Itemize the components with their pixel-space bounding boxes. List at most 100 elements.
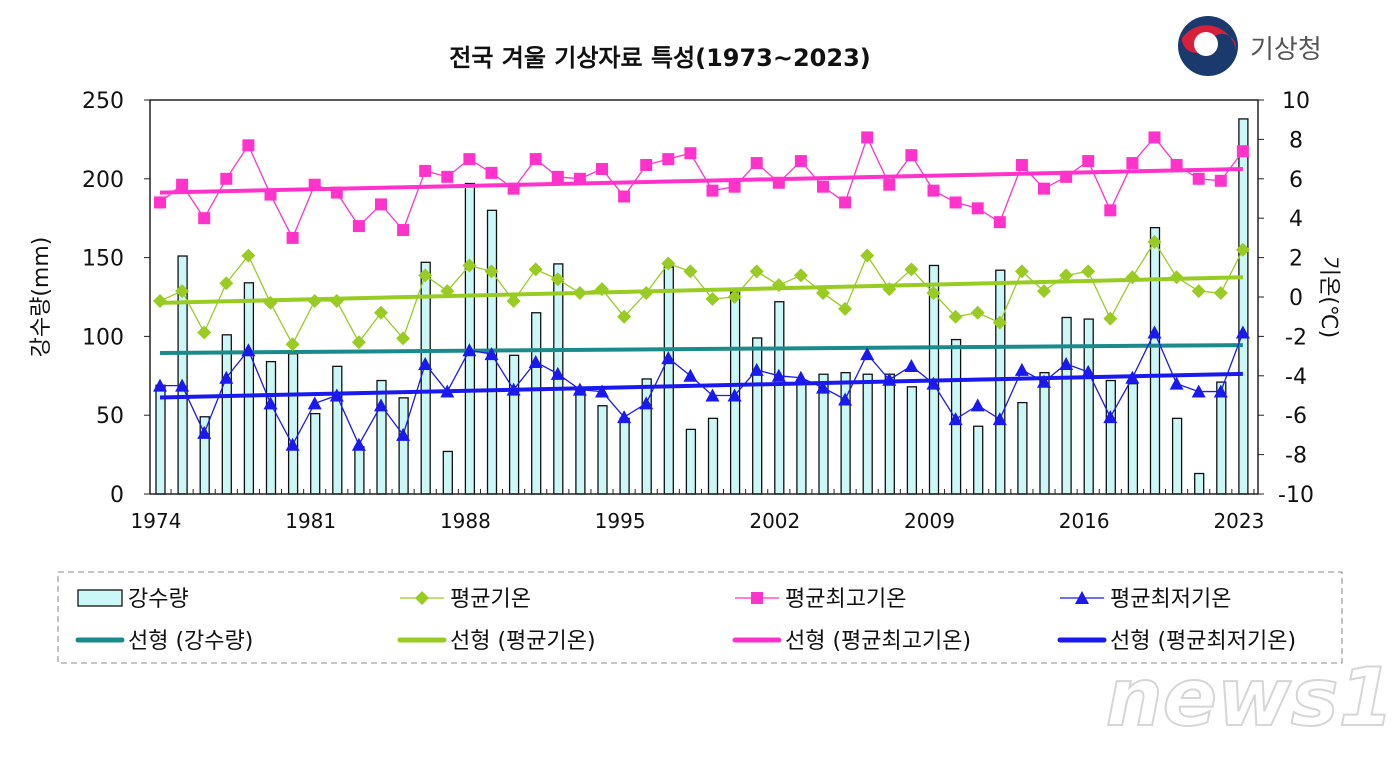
data-point xyxy=(506,293,521,308)
precip-bar xyxy=(1149,227,1161,495)
logo-text: 기상청 xyxy=(1250,35,1322,65)
legend-label: 선형 (평균최고기온) xyxy=(785,629,971,654)
data-point xyxy=(904,358,919,372)
data-point xyxy=(1125,370,1140,384)
data-point xyxy=(728,180,741,193)
data-point xyxy=(727,388,742,402)
y-right-tick-label: 6 xyxy=(1289,168,1303,193)
data-point xyxy=(662,153,675,166)
precip-bar xyxy=(265,360,277,495)
data-point xyxy=(1192,172,1205,185)
data-point xyxy=(970,305,985,320)
data-point xyxy=(727,290,742,304)
trend-line xyxy=(159,275,1243,305)
data-point xyxy=(971,202,984,215)
data-point xyxy=(705,291,720,306)
data-point xyxy=(883,178,896,191)
legend-label: 선형 (강수량) xyxy=(128,629,253,654)
data-point xyxy=(307,293,322,308)
data-point xyxy=(285,337,300,352)
data-point xyxy=(618,190,631,203)
precip-bar xyxy=(1171,417,1183,495)
plot-frame xyxy=(149,99,1259,495)
data-point xyxy=(1081,264,1096,279)
legend-label: 평균기온 xyxy=(450,587,531,612)
precip-bar xyxy=(796,379,807,495)
data-point xyxy=(904,262,919,277)
data-point xyxy=(683,368,698,382)
y-left-tick-label: 200 xyxy=(82,168,124,193)
data-point xyxy=(1214,174,1227,187)
y-axis-right-title: 기온(℃) xyxy=(1316,256,1341,338)
data-point xyxy=(506,382,521,396)
data-point xyxy=(1147,325,1162,339)
data-point xyxy=(905,149,918,162)
data-point xyxy=(175,378,190,392)
data-point xyxy=(219,370,234,384)
precip-bar xyxy=(1039,371,1050,495)
legend-label: 평균최저기온 xyxy=(1110,587,1231,612)
legend-swatch-marker xyxy=(751,592,763,604)
x-tick-label: 1974 xyxy=(131,509,182,533)
data-point xyxy=(1103,410,1118,424)
data-point xyxy=(882,282,897,297)
data-point xyxy=(1191,384,1206,398)
legend-swatch-bar xyxy=(77,589,123,607)
y-right-tick-label: -2 xyxy=(1285,325,1307,350)
data-point xyxy=(992,315,1007,330)
data-point xyxy=(351,437,366,451)
data-point xyxy=(1038,182,1050,195)
data-point xyxy=(1236,145,1249,158)
data-point xyxy=(1148,131,1161,144)
precip-bar xyxy=(531,312,542,495)
data-point xyxy=(528,262,543,277)
data-point xyxy=(463,153,476,166)
data-point xyxy=(263,295,278,310)
data-point xyxy=(153,293,167,308)
data-point xyxy=(596,162,608,175)
series-line xyxy=(159,240,1244,346)
x-tick-label: 2016 xyxy=(1059,509,1110,533)
legend-swatch-marker xyxy=(1075,591,1089,604)
data-point xyxy=(926,376,941,390)
data-point xyxy=(771,278,786,293)
data-point xyxy=(241,248,256,263)
precip-bar xyxy=(774,301,785,495)
precip-bar xyxy=(155,384,166,495)
x-tick-label: 2023 xyxy=(1213,509,1264,533)
data-point xyxy=(927,184,940,197)
precip-bar xyxy=(1194,472,1205,495)
data-point xyxy=(551,170,564,183)
data-point xyxy=(948,412,963,426)
trend-line xyxy=(159,343,1243,355)
data-point xyxy=(462,343,477,357)
series-line xyxy=(159,135,1244,240)
precip-bar xyxy=(619,417,630,495)
y-left-tick-label: 250 xyxy=(82,89,124,114)
data-point xyxy=(838,301,853,316)
precip-bar xyxy=(508,354,520,495)
data-point xyxy=(993,216,1006,229)
data-point xyxy=(1147,234,1162,249)
precip-bar xyxy=(707,417,719,495)
data-point xyxy=(441,170,454,183)
y-right-tick-label: 4 xyxy=(1289,207,1303,232)
data-point xyxy=(949,196,962,209)
data-point xyxy=(749,362,764,376)
data-point xyxy=(970,398,985,412)
data-point xyxy=(595,384,609,398)
data-point xyxy=(1169,376,1184,390)
precip-bar xyxy=(376,379,387,495)
data-point xyxy=(617,410,632,424)
data-point xyxy=(683,264,698,279)
data-point xyxy=(219,276,234,291)
precip-bar xyxy=(597,405,608,495)
data-point xyxy=(241,343,256,357)
data-point xyxy=(948,309,963,324)
data-point xyxy=(595,282,609,297)
data-point xyxy=(1104,204,1117,217)
data-point xyxy=(860,347,875,361)
data-point xyxy=(772,176,785,189)
precip-bar xyxy=(221,334,232,495)
precip-bar xyxy=(995,269,1006,495)
